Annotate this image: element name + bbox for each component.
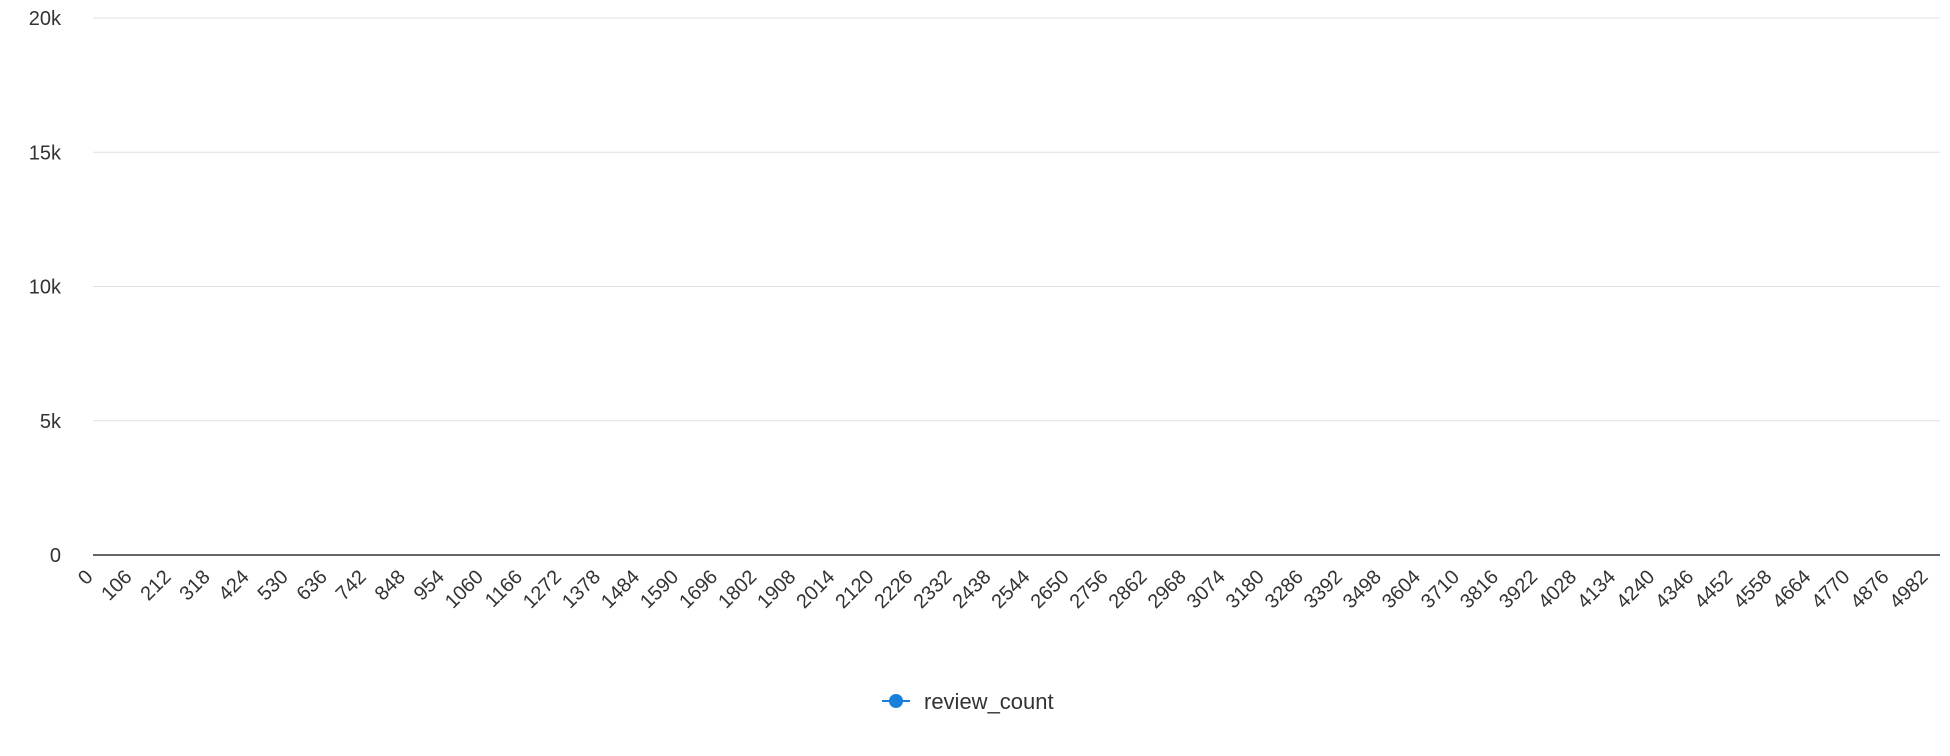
- x-tick-label: 2862: [1105, 566, 1152, 613]
- x-tick-label: 2650: [1027, 566, 1074, 613]
- y-tick-label: 20k: [29, 8, 62, 30]
- x-tick-label: 3074: [1183, 566, 1230, 613]
- x-tick-label: 1272: [519, 566, 566, 613]
- x-tick-label: 1060: [441, 566, 488, 613]
- x-tick-label: 3816: [1456, 566, 1503, 613]
- x-tick-label: 4134: [1573, 566, 1620, 613]
- x-tick-label: 4558: [1729, 566, 1776, 613]
- y-tick-label: 10k: [29, 277, 62, 299]
- x-tick-label: 424: [215, 566, 254, 605]
- x-tick-label: 1484: [597, 566, 644, 613]
- x-tick-label: 2756: [1066, 566, 1113, 613]
- x-tick-label: 3180: [1222, 566, 1269, 613]
- x-tick-label: 1378: [558, 566, 605, 613]
- x-tick-label: 848: [371, 566, 410, 605]
- grid-lines: [93, 17, 1940, 422]
- x-tick-label: 2014: [792, 566, 839, 613]
- x-tick-label: 1590: [636, 566, 683, 613]
- y-tick-label: 15k: [29, 142, 62, 164]
- x-tick-label: 0: [74, 566, 97, 589]
- y-tick-label: 0: [50, 545, 61, 567]
- x-tick-label: 1166: [481, 566, 527, 612]
- x-tick-label: 4664: [1768, 566, 1815, 613]
- x-tick-label: 3498: [1339, 566, 1386, 613]
- x-tick-label: 3710: [1417, 566, 1464, 613]
- x-tick-label: 2968: [1144, 566, 1191, 613]
- x-tick-label: 2438: [948, 566, 995, 613]
- x-tick-label: 3286: [1261, 566, 1308, 613]
- x-tick-label: 1802: [714, 566, 761, 613]
- x-tick-label: 4876: [1846, 566, 1893, 613]
- x-axis: 0 106 212 318 424 530 636 742 848 954106011661272…: [74, 566, 1932, 613]
- x-tick-label: 1696: [675, 566, 722, 613]
- y-tick-label: 5k: [40, 411, 62, 433]
- x-tick-label: 1908: [753, 566, 800, 613]
- x-tick-label: 212: [136, 566, 175, 605]
- x-tick-label: 2226: [870, 566, 917, 613]
- x-tick-label: 742: [332, 566, 371, 605]
- y-axis: 0 5k 10k 15k 20k: [29, 8, 62, 567]
- x-tick-label: 636: [293, 566, 332, 605]
- x-tick-label: 106: [97, 566, 136, 605]
- x-tick-label: 4452: [1690, 566, 1737, 613]
- x-tick-label: 2120: [831, 566, 878, 613]
- legend-item-0[interactable]: review_count: [882, 689, 1054, 714]
- x-tick-label: 3392: [1300, 566, 1347, 613]
- x-tick-label: 4346: [1651, 566, 1698, 613]
- x-tick-label: 2544: [988, 566, 1035, 613]
- x-tick-label: 4982: [1886, 566, 1933, 613]
- x-tick-label: 530: [254, 566, 293, 605]
- x-tick-label: 4770: [1807, 566, 1854, 613]
- legend[interactable]: review_count: [882, 689, 1054, 714]
- x-tick-label: 2332: [909, 566, 956, 613]
- legend-dot-marker: [889, 694, 903, 708]
- x-tick-label: 4028: [1534, 566, 1581, 613]
- x-tick-label: 318: [176, 566, 215, 605]
- x-tick-label: 4240: [1612, 566, 1659, 613]
- x-tick-label: 3604: [1378, 566, 1425, 613]
- legend-label: review_count: [924, 689, 1054, 714]
- x-tick-label: 3922: [1495, 566, 1542, 613]
